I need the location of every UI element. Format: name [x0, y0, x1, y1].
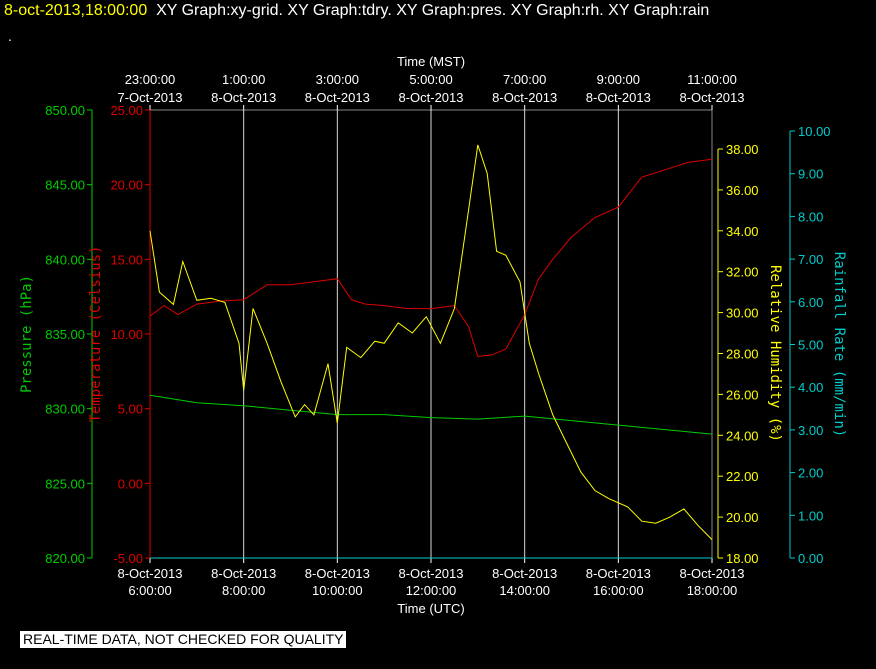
top-tick-time: 5:00:00 [409, 72, 452, 87]
pressure-tick-label: 825.00 [45, 476, 85, 491]
bottom-tick-time: 16:00:00 [593, 583, 644, 598]
top-tick-date: 7-Oct-2013 [117, 90, 182, 105]
rainfall-tick-label: 1.00 [798, 508, 823, 523]
bottom-tick-time: 8:00:00 [222, 583, 265, 598]
rainfall-tick-label: 3.00 [798, 423, 823, 438]
rainfall-tick-label: 9.00 [798, 167, 823, 182]
temperature-tick-label: 10.00 [110, 327, 143, 342]
humidity-tick-label: 26.00 [726, 387, 759, 402]
rainfall-tick-label: 10.00 [798, 124, 831, 139]
rainfall-tick-label: 2.00 [798, 466, 823, 481]
bottom-tick-time: 14:00:00 [499, 583, 550, 598]
humidity-tick-label: 30.00 [726, 306, 759, 321]
bottom-tick-date: 8-Oct-2013 [586, 566, 651, 581]
pressure-tick-label: 835.00 [45, 327, 85, 342]
top-tick-date: 8-Oct-2013 [398, 90, 463, 105]
top-tick-date: 8-Oct-2013 [305, 90, 370, 105]
humidity-tick-label: 22.00 [726, 469, 759, 484]
rainfall-tick-label: 6.00 [798, 295, 823, 310]
pressure-tick-label: 845.00 [45, 178, 85, 193]
pressure-tick-label: 850.00 [45, 103, 85, 118]
rainfall-tick-label: 7.00 [798, 252, 823, 267]
quality-warning-label: REAL-TIME DATA, NOT CHECKED FOR QUALITY [20, 631, 347, 648]
bottom-tick-time: 6:00:00 [128, 583, 171, 598]
header-timestamp: 8-oct-2013,18:00:00 [4, 2, 148, 19]
temperature-tick-label: -5.00 [113, 551, 143, 566]
pressure-axis-title: Pressure (hPa) [19, 275, 35, 393]
temperature-tick-label: 5.00 [118, 402, 143, 417]
humidity-tick-label: 32.00 [726, 265, 759, 280]
bottom-axis-title: Time (UTC) [397, 601, 464, 616]
top-tick-date: 8-Oct-2013 [492, 90, 557, 105]
top-tick-date: 8-Oct-2013 [586, 90, 651, 105]
humidity-axis-title: Relative Humidity (%) [767, 265, 783, 442]
temperature-axis-title: Temperature (Celsius) [88, 245, 104, 422]
rainfall-tick-label: 8.00 [798, 209, 823, 224]
bottom-tick-time: 18:00:00 [687, 583, 738, 598]
bottom-tick-date: 8-Oct-2013 [117, 566, 182, 581]
top-axis-title: Time (MST) [397, 54, 465, 69]
temperature-tick-label: 20.00 [110, 178, 143, 193]
humidity-tick-label: 18.00 [726, 551, 759, 566]
pressure-tick-label: 830.00 [45, 402, 85, 417]
rh-series-line [149, 144, 713, 540]
rainfall-axis-title: Rainfall Rate (mm/min) [831, 252, 847, 437]
top-tick-time: 23:00:00 [125, 72, 176, 87]
humidity-tick-label: 24.00 [726, 428, 759, 443]
top-tick-date: 8-Oct-2013 [679, 90, 744, 105]
bottom-tick-date: 8-Oct-2013 [305, 566, 370, 581]
humidity-tick-label: 34.00 [726, 224, 759, 239]
temperature-tick-label: 15.00 [110, 252, 143, 267]
pres-series-line [149, 394, 713, 435]
top-tick-time: 1:00:00 [222, 72, 265, 87]
bottom-tick-date: 8-Oct-2013 [211, 566, 276, 581]
pressure-tick-label: 820.00 [45, 551, 85, 566]
bottom-tick-date: 8-Oct-2013 [398, 566, 463, 581]
header-dot: . [8, 28, 12, 44]
top-tick-time: 9:00:00 [597, 72, 640, 87]
pressure-tick-label: 840.00 [45, 252, 85, 267]
rainfall-tick-label: 0.00 [798, 551, 823, 566]
top-tick-time: 11:00:00 [687, 72, 737, 87]
top-tick-time: 7:00:00 [503, 72, 546, 87]
rainfall-tick-label: 4.00 [798, 380, 823, 395]
top-tick-time: 3:00:00 [316, 72, 359, 87]
bottom-tick-time: 10:00:00 [312, 583, 363, 598]
humidity-tick-label: 28.00 [726, 347, 759, 362]
graph-header: 8-oct-2013,18:00:00 XY Graph:xy-grid. XY… [4, 2, 709, 20]
rainfall-tick-label: 5.00 [798, 338, 823, 353]
temperature-tick-label: 25.00 [110, 103, 143, 118]
humidity-tick-label: 36.00 [726, 183, 759, 198]
bottom-tick-date: 8-Oct-2013 [679, 566, 744, 581]
humidity-tick-label: 38.00 [726, 142, 759, 157]
top-tick-date: 8-Oct-2013 [211, 90, 276, 105]
bottom-tick-date: 8-Oct-2013 [492, 566, 557, 581]
bottom-tick-time: 12:00:00 [406, 583, 457, 598]
humidity-tick-label: 20.00 [726, 510, 759, 525]
temperature-tick-label: 0.00 [118, 476, 143, 491]
header-graph-list: XY Graph:xy-grid. XY Graph:tdry. XY Grap… [156, 2, 710, 19]
